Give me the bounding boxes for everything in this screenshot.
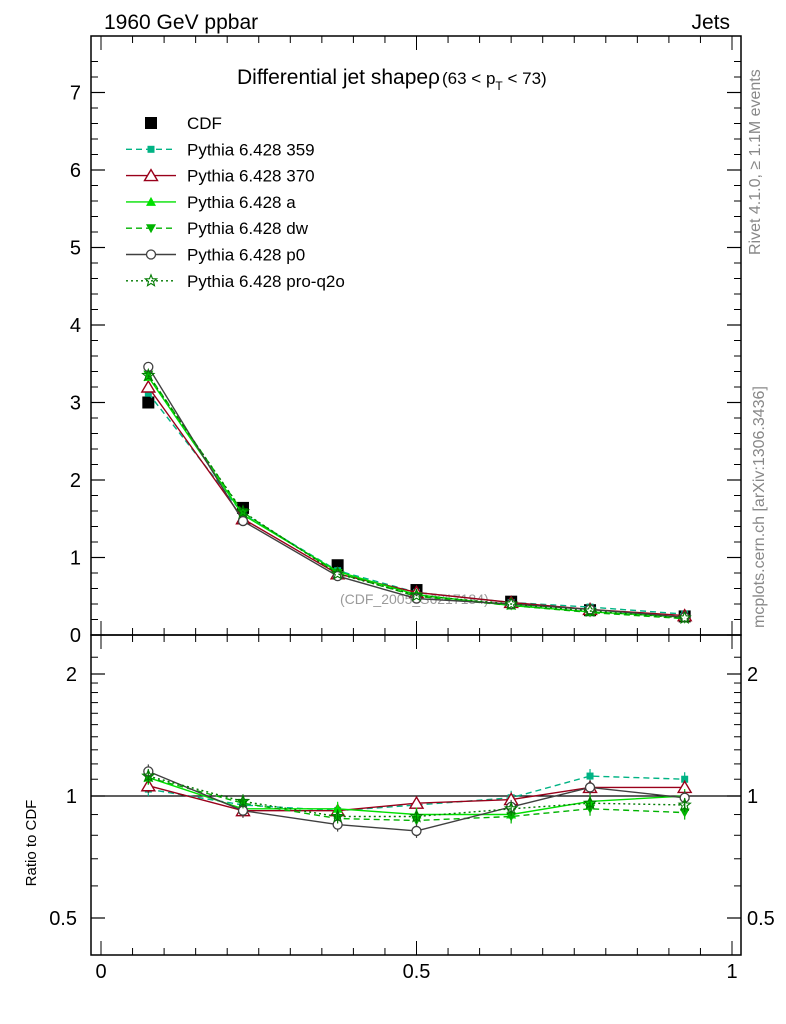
main-ytick-label: 2: [70, 470, 81, 492]
data-point: [144, 389, 152, 397]
legend-label: Pythia 6.428 a: [187, 193, 296, 212]
ratio-data-point: [681, 775, 689, 783]
mcplots-label: mcplots.cern.ch [arXiv:1306.3436]: [751, 386, 768, 628]
ratio-xtick-label: 1: [726, 961, 737, 983]
data-point: [409, 587, 424, 602]
legend-marker: [146, 224, 156, 234]
legend-label: Pythia 6.428 pro-q2o: [187, 272, 345, 291]
main-ytick-label: 3: [70, 393, 81, 415]
legend-label: Pythia 6.428 370: [187, 167, 315, 186]
legend-label: Pythia 6.428 359: [187, 140, 315, 159]
ratio-frame: [90, 634, 742, 956]
legend-label: CDF: [187, 114, 222, 133]
data-point: [141, 367, 156, 382]
ratio-data-point: [677, 797, 692, 812]
legend: CDF Pythia 6.428 359 Pythia 6.428 370 Pythi…: [126, 114, 345, 291]
header-right: Jets: [691, 11, 730, 34]
main-ytick-label: 0: [70, 625, 81, 647]
legend-label: Pythia 6.428 dw: [187, 219, 309, 238]
ratio-data-point: [330, 809, 345, 823]
ratio-ytick-label: 0.5: [49, 908, 77, 930]
ratio-ytick-label-right: 0.5: [747, 908, 775, 930]
main-ytick-label: 7: [70, 83, 81, 105]
legend-marker: [145, 249, 157, 260]
legend-entry: Pythia 6.428 p0: [126, 246, 305, 265]
data-point: [503, 596, 519, 611]
series-pythia-6-428-p0: [143, 361, 690, 623]
header-left: 1960 GeV ppbar: [104, 11, 258, 34]
main-ytick-label: 6: [70, 160, 81, 182]
legend-entry: Pythia 6.428 pro-q2o: [126, 272, 345, 291]
legend-marker: [145, 117, 157, 129]
legend-entry: Pythia 6.428 359: [126, 140, 315, 159]
legend-marker: [143, 168, 159, 182]
ratio-data-point: [506, 812, 517, 822]
data-point: [330, 566, 345, 580]
series-line: [147, 392, 685, 615]
series-pythia-6-428-359: [144, 389, 689, 618]
ratio-data-point: [503, 801, 519, 815]
ratio-xtick-label: 0.5: [403, 961, 431, 983]
series-line: [147, 386, 685, 617]
data-point: [237, 515, 249, 527]
ratio-ytick-label: 2: [66, 664, 77, 686]
main-ytick-label: 5: [70, 238, 81, 260]
series-line: [147, 375, 685, 619]
ratio-ytick-label-right: 1: [747, 786, 758, 808]
data-point: [143, 361, 154, 373]
main-panel: 0 1 2 3 4 5 6 7: [70, 35, 742, 647]
ratio-data-point: [411, 825, 422, 837]
ratio-data-point: [409, 808, 424, 823]
rivet-version-label: Rivet 4.1.0, ≥ 1.1M events: [747, 69, 764, 255]
legend-entry: Pythia 6.428 dw: [126, 219, 309, 238]
data-point: [142, 396, 155, 409]
legend-entry: Pythia 6.428 a: [126, 193, 296, 212]
data-point: [235, 504, 251, 518]
series-pythia-6-428-a: [143, 371, 690, 622]
ratio-data-point: [679, 808, 690, 818]
ratio-data-point: [140, 778, 157, 792]
data-point: [677, 610, 692, 625]
ratio-data-point: [582, 795, 598, 810]
ratio-ylabel: Ratio to CDF: [23, 800, 40, 887]
legend-marker: [146, 196, 156, 206]
main-ytick-label: 4: [70, 315, 81, 337]
legend-label: Pythia 6.428 p0: [187, 246, 305, 265]
chart-title: Differential jet shapeρ (63 < pT < 73): [237, 66, 547, 93]
ratio-ytick-label: 1: [66, 786, 77, 808]
ratio-data-point: [141, 768, 156, 783]
ratio-series-pythia-6-428-pro-q2o: [141, 768, 692, 824]
ratio-xtick-label: 0: [95, 961, 106, 983]
series-pythia-6-428-pro-q2o: [141, 367, 692, 625]
ratio-data-point: [235, 793, 251, 808]
ratio-data-point: [584, 782, 596, 793]
ratio-ytick-label-right: 2: [747, 664, 758, 686]
legend-marker: [143, 273, 159, 287]
ratio-data-point: [586, 772, 594, 780]
legend-marker: [147, 145, 155, 153]
data-point: [140, 379, 157, 393]
legend-entry: Pythia 6.428 370: [126, 167, 315, 186]
ratio-panel: 0.5 0.5 1 1 2 2 0 0.5 1: [49, 634, 775, 983]
legend-entry: CDF: [145, 114, 222, 133]
data-point: [582, 603, 598, 618]
data-point: [237, 508, 248, 518]
main-ytick-label: 1: [70, 548, 81, 570]
ratio-data-point: [332, 803, 343, 813]
